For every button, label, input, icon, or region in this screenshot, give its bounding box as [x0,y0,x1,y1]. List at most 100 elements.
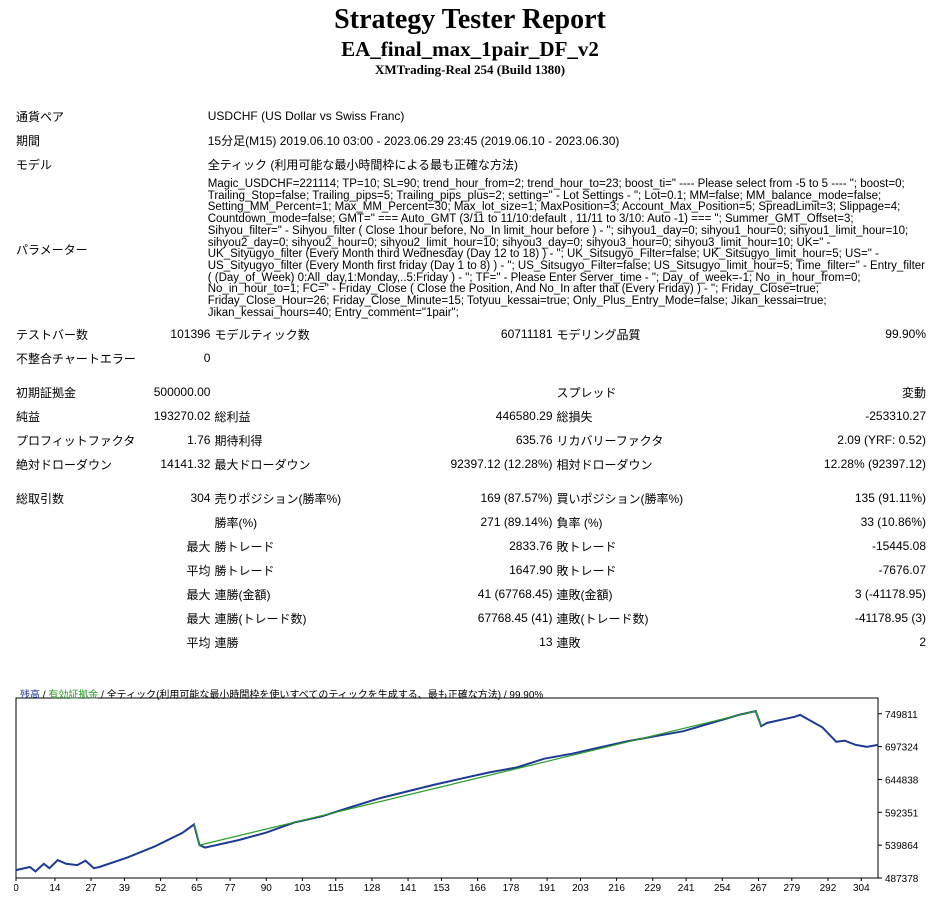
x-tick-label: 216 [608,883,625,892]
max-dd-value: 92397.12 (12.28%) [450,457,553,472]
avg-label-1: 平均 [186,563,211,578]
avg-win-value: 1647.90 [509,563,553,578]
max-consec-loss-label: 連敗(金額) [556,587,613,602]
long-value: 135 (91.11%) [854,491,926,506]
plot-area [15,697,879,879]
quality-value: 99.90% [885,327,926,342]
deposit-row: 初期証拠金 500000.00 スプレッド 変動 [14,380,928,404]
avg-loss-value: -7676.07 [878,563,926,578]
avg-consec-win-value: 13 [539,635,553,650]
y-tick-label: 697324 [885,743,919,754]
x-tick-label: 52 [155,883,167,892]
y-tick-label: 749811 [885,710,918,721]
spread-label: スプレッド [556,385,617,400]
bars-value: 101396 [170,327,211,342]
params-row: パラメーター Magic_USDCHF=221114; TP=10; SL=90… [14,176,928,322]
spread-value: 変動 [901,385,926,400]
max-consec-profit-value: 67768.45 (41) [477,611,553,626]
model-value: 全ティック (利用可能な最小時間枠による最も正確な方法) [207,157,518,172]
gross-profit-label: 総利益 [214,409,251,424]
quality-label: モデリング品質 [556,327,641,342]
symbol-row: 通貨ペア USDCHF (US Dollar vs Swiss Franc) [14,104,928,128]
net-row: 純益 193270.02 総利益 446580.29 総損失 -253310.2… [14,404,928,428]
largest-row: 最大 勝トレード 2833.76 敗トレード -15445.08 [14,534,928,558]
pf-label: プロフィットファクタ [16,433,136,448]
report-title: Strategy Tester Report [334,4,606,35]
x-tick-label: 90 [261,883,273,892]
period-value: 15分足(M15) 2019.06.10 03:00 - 2023.06.29 … [207,133,620,148]
balance-chart: 749811 697324 644838 592351 539864 487378 0 14 2… [13,684,928,894]
winrate-value: 271 (89.14%) [480,515,553,530]
y-tick-label: 592351 [885,808,919,819]
payoff-label: 期待利得 [214,433,263,448]
rel-dd-value: 12.28% (92397.12) [823,457,926,472]
legend-balance: 残高 [20,690,40,701]
average-row: 平均 勝トレード 1647.90 敗トレード -7676.07 [14,558,928,582]
max-consec-profit-label: 連勝(トレード数) [214,611,307,626]
ea-name: EA_final_max_1pair_DF_v2 [341,37,599,61]
legend-sep-2: / [98,690,107,701]
avg-consec-row: 平均 連勝 13 連敗 2 [14,630,928,654]
symbol-label: 通貨ペア [16,109,65,124]
x-tick-label: 27 [86,883,98,892]
winrate-row: 勝率(%) 271 (89.14%) 負率 (%) 33 (10.86%) [14,510,928,534]
model-row: モデル 全ティック (利用可能な最小時間枠による最も正確な方法) [14,152,928,176]
period-row: 期間 15分足(M15) 2019.06.10 03:00 - 2023.06.… [14,128,928,152]
trades-value: 304 [190,491,211,506]
short-value: 169 (87.57%) [480,491,553,506]
pf-value: 1.76 [187,433,211,448]
x-tick-label: 166 [469,883,486,892]
legend-quality: 99.90% [509,690,544,701]
largest-win-value: 2833.76 [509,539,553,554]
legend-equity: 有効証拠金 [48,690,99,701]
recovery-label: リカバリーファクタ [556,433,664,448]
mismatch-label: 不整合チャートエラー [16,351,136,366]
trades-row: 総取引数 304 売りポジション(勝率%) 169 (87.57%) 買いポジシ… [14,486,928,510]
y-tick-label: 644838 [885,775,919,786]
avg-consec-loss-label: 連敗 [556,635,581,650]
x-tick-label: 241 [678,883,695,892]
rel-dd-label: 相対ドローダウン [556,457,653,472]
gross-loss-value: -253310.27 [865,409,926,424]
y-tick-label: 539864 [885,841,919,852]
x-tick-label: 267 [750,883,767,892]
max-consec-win-label: 連勝(金額) [214,587,271,602]
avg-win-label: 勝トレード [214,563,275,578]
report-header: Strategy Tester Report EA_final_max_1pai… [0,0,940,78]
max-label-1: 最大 [186,539,211,554]
x-tick-label: 141 [400,883,417,892]
deposit-label: 初期証拠金 [16,385,77,400]
largest-win-label: 勝トレード [214,539,275,554]
max-dd-label: 最大ドローダウン [214,457,311,472]
x-tick-label: 39 [119,883,131,892]
ticks-label: モデルティック数 [214,327,310,342]
x-tick-label: 103 [294,883,311,892]
balance-line [15,709,879,873]
x-tick-label: 229 [644,883,661,892]
chart-legend: 残高 / 有効証拠金 / 全ティック(利用可能な最小時間枠を使いすべてのティック… [20,686,543,701]
winrate-label: 勝率(%) [214,515,258,530]
max-label-3: 最大 [186,611,211,626]
x-tick-label: 279 [783,883,800,892]
legend-model: 全ティック(利用可能な最小時間枠を使いすべてのティックを生成する、最も正確な方法… [106,690,502,701]
params-value: Magic_USDCHF=221114; TP=10; SL=90; trend… [207,178,926,319]
recovery-value: 2.09 (YRF: 0.52) [837,433,926,448]
x-tick-label: 191 [539,883,556,892]
ticks-value: 60711181 [500,327,553,342]
server-name: XMTrading-Real 254 (Build 1380) [374,62,566,77]
y-tick-label: 487378 [885,874,919,885]
symbol-value: USDCHF (US Dollar vs Swiss Franc) [207,109,405,123]
x-tick-label: 65 [191,883,203,892]
gross-profit-value: 446580.29 [495,409,553,424]
avg-loss-label: 敗トレード [556,563,617,578]
payoff-value: 635.76 [515,433,553,448]
gross-loss-label: 総損失 [556,409,593,424]
x-tick-label: 115 [328,883,344,892]
x-tick-label: 304 [853,883,870,892]
legend-sep-1: / [40,690,49,701]
max-consec-loss-value: 3 (-41178.95) [854,587,926,602]
net-label: 純益 [16,409,41,424]
x-tick-label: 0 [14,883,19,892]
max-consec-lossamt-value: -41178.95 (3) [854,611,926,626]
x-tick-label: 14 [49,883,61,892]
